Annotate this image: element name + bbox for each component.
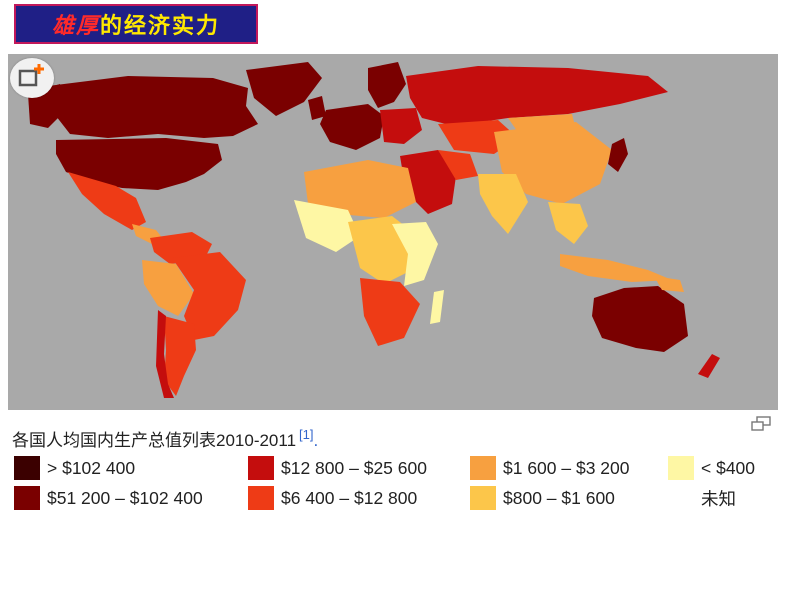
region-mongolia [508, 114, 576, 138]
region-japan-korea [608, 138, 628, 172]
region-west-africa [294, 200, 360, 252]
region-canada [48, 76, 258, 138]
region-brazil [172, 252, 246, 340]
legend-label: $51 200 – $102 400 [47, 487, 203, 508]
region-china [494, 122, 612, 204]
legend-swatch [668, 456, 694, 480]
region-papua [654, 276, 684, 292]
region-iran [438, 150, 478, 180]
legend-item: $1 600 – $3 200 [470, 456, 630, 480]
legend-swatch [248, 456, 274, 480]
world-gdp-map [8, 54, 778, 410]
caption-dot: . [313, 431, 319, 450]
legend-label: > $102 400 [47, 457, 136, 478]
region-southeast-asia [548, 202, 588, 244]
slide-title: 雄厚 的经济实力 [14, 4, 258, 44]
legend-label: $800 – $1 600 [503, 487, 615, 508]
caption-text: 各国人均国内生产总值列表2010-2011 [12, 431, 297, 450]
legend-swatch [14, 486, 40, 510]
legend-label: $6 400 – $12 800 [281, 487, 418, 508]
legend-item: $6 400 – $12 800 [248, 486, 417, 510]
region-scandinavia [368, 62, 406, 108]
region-australia [592, 286, 688, 352]
expand-plus-icon [18, 64, 44, 87]
legend-item: 未知 [668, 486, 736, 511]
legend-swatch [668, 486, 694, 511]
legend-label: 未知 [701, 489, 736, 509]
expand-button[interactable] [10, 58, 54, 98]
region-north-africa [304, 160, 416, 218]
legend-item: $51 200 – $102 400 [14, 486, 203, 510]
region-new-zealand [698, 354, 720, 378]
region-indonesia [560, 254, 672, 282]
region-uk [308, 96, 326, 120]
region-russia [406, 66, 668, 126]
region-peru-bolivia [142, 260, 194, 316]
region-western-europe [320, 104, 384, 150]
enlarge-icon[interactable] [750, 416, 772, 432]
region-usa [56, 138, 222, 190]
region-east-africa [392, 222, 438, 286]
legend-label: $1 600 – $3 200 [503, 457, 630, 478]
region-madagascar [430, 290, 444, 324]
title-emphasis: 雄厚 [51, 13, 100, 39]
legend-item: > $102 400 [14, 456, 135, 480]
legend-label: $12 800 – $25 600 [281, 457, 427, 478]
map-caption: 各国人均国内生产总值列表2010-2011 [1]. [12, 426, 318, 451]
legend-swatch [470, 486, 496, 510]
legend-swatch [470, 456, 496, 480]
region-mexico [68, 172, 146, 230]
region-chile [156, 310, 174, 398]
region-greenland [246, 62, 322, 116]
legend-item: $12 800 – $25 600 [248, 456, 427, 480]
legend-swatch [14, 456, 40, 480]
region-india [478, 174, 528, 234]
reference-link[interactable]: [1] [299, 427, 314, 443]
legend-swatch [248, 486, 274, 510]
map-svg [28, 62, 720, 398]
legend-item: $800 – $1 600 [470, 486, 615, 510]
region-eastern-europe [380, 108, 422, 144]
legend-label: < $400 [701, 457, 756, 478]
region-argentina [164, 316, 196, 396]
region-southern-africa [360, 278, 420, 346]
map-caption-area: 各国人均国内生产总值列表2010-2011 [1]. > $102 400 $51… [8, 410, 778, 511]
legend-item: < $400 [668, 456, 755, 480]
title-rest: 的经济实力 [100, 13, 221, 39]
